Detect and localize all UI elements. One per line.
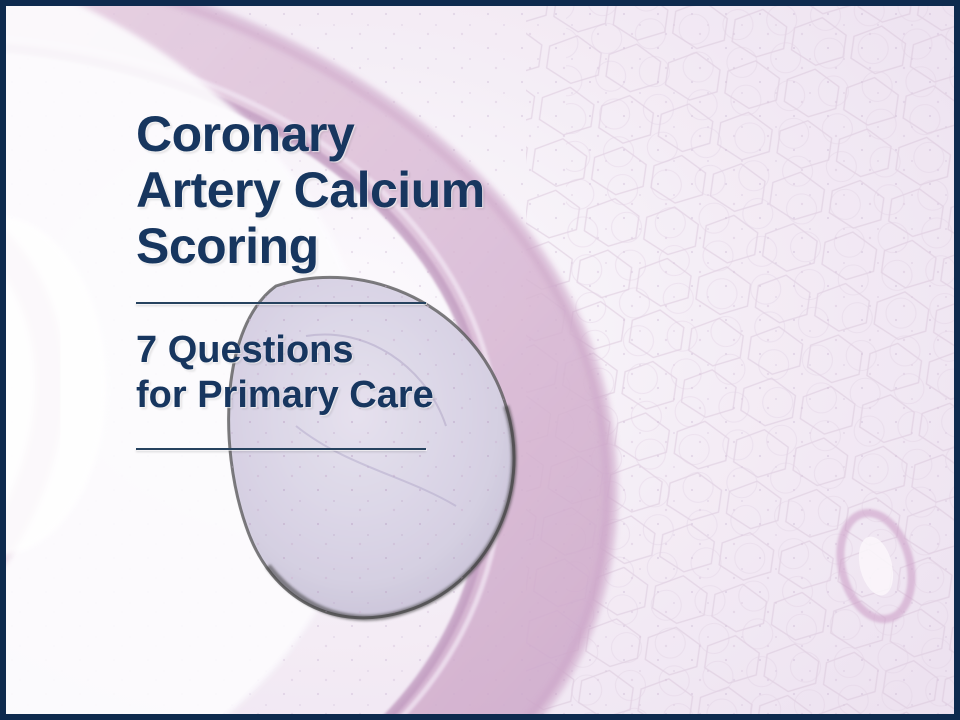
- slide-subtitle: 7 Questionsfor Primary Care: [136, 328, 576, 418]
- slide-container: CoronaryArtery CalciumScoring 7 Question…: [0, 0, 960, 720]
- divider-rule-upper: [136, 302, 426, 304]
- divider-rule-lower: [136, 448, 426, 450]
- slide-title: CoronaryArtery CalciumScoring: [136, 106, 576, 274]
- title-block: CoronaryArtery CalciumScoring 7 Question…: [136, 106, 576, 450]
